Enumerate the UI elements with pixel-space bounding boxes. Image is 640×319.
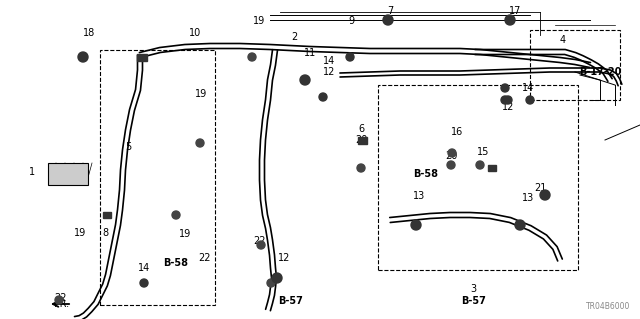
Text: 14: 14 [323, 56, 335, 66]
Text: 22: 22 [253, 236, 266, 246]
Bar [100, 50, 215, 305]
Text: 10: 10 [189, 28, 201, 39]
Text: 7: 7 [387, 6, 394, 16]
Text: 20: 20 [445, 151, 457, 161]
Text: TR04B6000: TR04B6000 [586, 302, 630, 311]
Circle shape [501, 96, 509, 104]
Text: 21: 21 [534, 183, 547, 193]
Text: 17: 17 [509, 6, 521, 16]
Circle shape [257, 241, 265, 249]
Circle shape [447, 161, 455, 169]
Text: 13: 13 [522, 193, 534, 203]
Text: 19: 19 [179, 229, 191, 240]
Text: 2: 2 [291, 32, 298, 42]
Text: 18: 18 [83, 28, 95, 39]
Text: 8: 8 [102, 228, 109, 238]
Text: 9: 9 [349, 16, 355, 26]
Text: 12: 12 [278, 253, 291, 263]
Text: 14: 14 [522, 83, 534, 93]
Bar [103, 212, 111, 218]
Circle shape [505, 15, 515, 25]
Circle shape [140, 279, 148, 287]
Bar [48, 163, 88, 185]
Text: 20: 20 [355, 135, 367, 145]
Circle shape [346, 53, 354, 61]
Text: B-58: B-58 [163, 258, 188, 268]
Circle shape [267, 279, 275, 287]
Circle shape [526, 96, 534, 104]
Circle shape [540, 190, 550, 200]
Text: B-58: B-58 [413, 169, 438, 179]
Bar [378, 85, 578, 270]
Bar [137, 54, 147, 61]
Circle shape [78, 52, 88, 62]
Text: 3: 3 [470, 284, 477, 294]
Text: 5: 5 [125, 142, 131, 152]
Text: 4: 4 [560, 35, 566, 45]
Text: 19: 19 [253, 16, 265, 26]
Circle shape [196, 139, 204, 147]
Text: 6: 6 [358, 124, 365, 134]
Text: 15: 15 [477, 146, 489, 157]
Circle shape [172, 211, 180, 219]
Bar [530, 30, 620, 100]
Circle shape [248, 53, 256, 61]
Circle shape [357, 164, 365, 172]
Text: 22: 22 [54, 293, 67, 303]
Circle shape [272, 273, 282, 283]
Circle shape [319, 93, 327, 101]
Circle shape [383, 15, 393, 25]
Text: 16: 16 [451, 127, 463, 137]
Text: 12: 12 [323, 67, 335, 77]
Circle shape [448, 149, 456, 157]
Bar [358, 137, 367, 144]
Circle shape [504, 96, 512, 104]
Text: 22: 22 [198, 253, 211, 263]
Text: 1: 1 [29, 167, 35, 177]
Text: 14: 14 [138, 263, 150, 273]
Circle shape [55, 296, 63, 304]
Text: B-57: B-57 [461, 296, 486, 307]
Circle shape [411, 220, 421, 230]
Text: FR.: FR. [54, 299, 70, 309]
Text: B-57: B-57 [278, 296, 303, 307]
Circle shape [501, 84, 509, 92]
Bar [488, 165, 496, 171]
Text: 11: 11 [304, 48, 316, 58]
Text: 19: 19 [74, 228, 86, 238]
Circle shape [300, 75, 310, 85]
Circle shape [476, 161, 484, 169]
Text: B-17-20: B-17-20 [579, 67, 621, 77]
Text: 19: 19 [195, 89, 207, 99]
Text: 12: 12 [502, 102, 515, 112]
Circle shape [515, 220, 525, 230]
Text: 13: 13 [413, 191, 425, 201]
